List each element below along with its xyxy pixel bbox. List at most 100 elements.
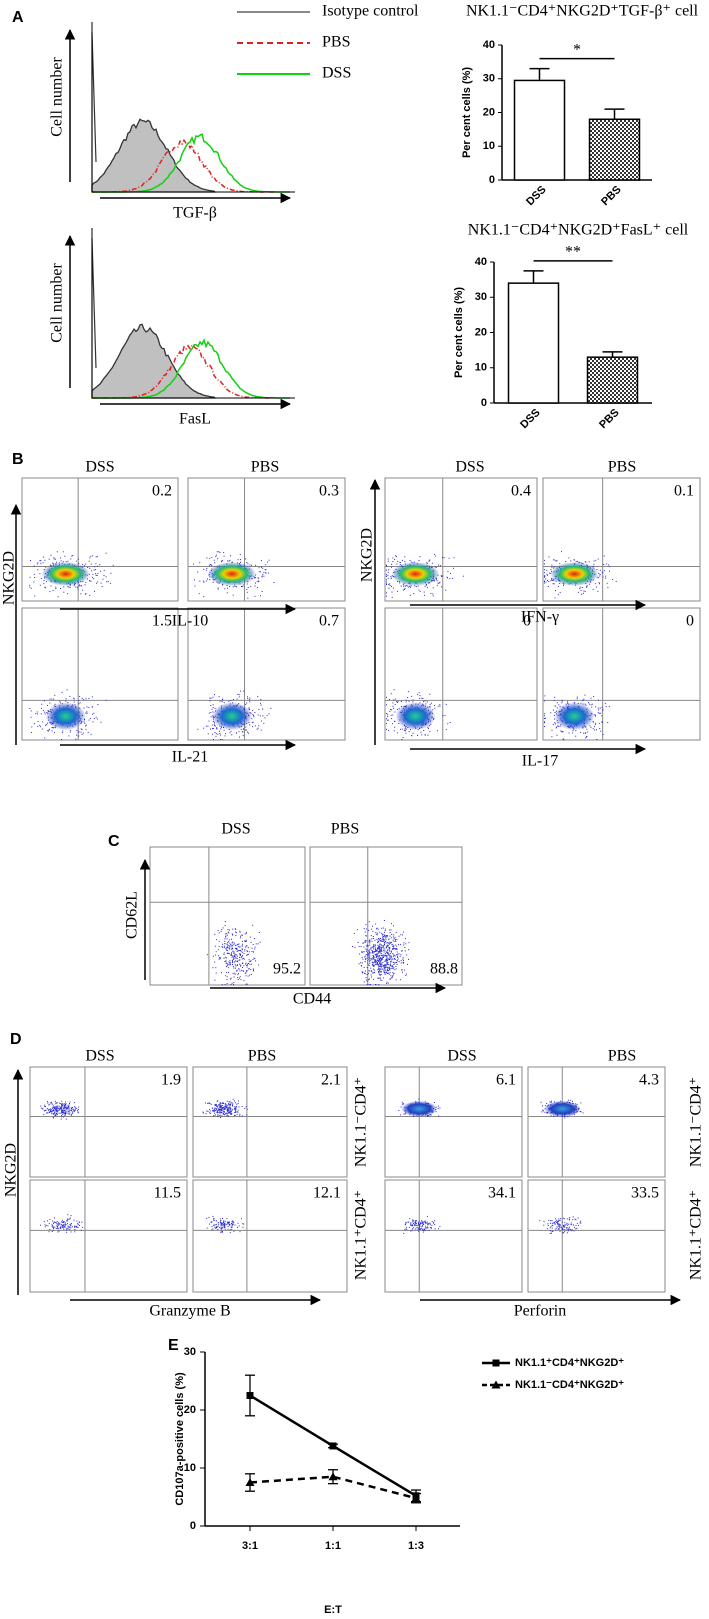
flow-event bbox=[48, 729, 50, 731]
flow-event bbox=[562, 1225, 564, 1227]
flow-event bbox=[607, 722, 609, 724]
flow-event bbox=[237, 1109, 239, 1111]
flow-event bbox=[419, 1224, 421, 1226]
bar bbox=[586, 356, 639, 404]
flow-event bbox=[233, 699, 234, 700]
flow-event bbox=[57, 1107, 59, 1109]
flow-event bbox=[55, 1112, 57, 1114]
flow-event bbox=[561, 1228, 563, 1230]
flow-event bbox=[222, 946, 223, 948]
flow-event bbox=[369, 941, 371, 943]
flow-event bbox=[231, 952, 233, 954]
flow-event bbox=[389, 953, 391, 955]
flow-event bbox=[404, 1229, 406, 1231]
flow-density bbox=[207, 561, 256, 586]
flow-event bbox=[563, 739, 565, 740]
flow-event bbox=[385, 947, 387, 949]
flow-event bbox=[380, 971, 382, 973]
flow-event bbox=[220, 1106, 222, 1107]
flow-event bbox=[81, 585, 83, 587]
flow-event bbox=[556, 707, 558, 709]
flow-event bbox=[557, 594, 559, 596]
flow-event bbox=[377, 947, 378, 949]
flow-event bbox=[559, 1230, 561, 1232]
flow-event bbox=[69, 1110, 70, 1112]
flow-event bbox=[223, 1222, 225, 1224]
flow-event bbox=[561, 551, 562, 553]
flow-event bbox=[56, 1111, 58, 1113]
flow-event bbox=[600, 712, 602, 714]
flow-event bbox=[394, 711, 396, 713]
flow-event bbox=[238, 731, 240, 733]
flow-event bbox=[429, 703, 431, 705]
flow-event bbox=[391, 965, 393, 967]
flow-event bbox=[219, 551, 221, 553]
flow-density bbox=[45, 702, 86, 731]
flow-event bbox=[253, 716, 255, 718]
flow-event bbox=[245, 1106, 247, 1108]
flow-event bbox=[56, 1222, 58, 1224]
flow-event bbox=[75, 586, 77, 588]
flow-event bbox=[381, 947, 383, 949]
flow-event bbox=[29, 586, 31, 588]
flow-event bbox=[376, 928, 377, 930]
flow-event bbox=[224, 735, 226, 737]
flow-event bbox=[579, 588, 581, 590]
flow-event bbox=[365, 935, 367, 937]
flow-event bbox=[544, 572, 545, 574]
flow-event bbox=[226, 938, 228, 940]
flow-event bbox=[387, 967, 389, 969]
flow-event bbox=[577, 1217, 579, 1219]
flow-event bbox=[385, 965, 386, 967]
flow-event bbox=[572, 1219, 574, 1221]
flow-event bbox=[402, 559, 403, 561]
quadrant-value: 11.5 bbox=[154, 1185, 181, 1202]
flow-event bbox=[68, 1106, 70, 1108]
flow-event bbox=[95, 573, 96, 575]
flow-event bbox=[462, 575, 464, 577]
flow-event bbox=[235, 732, 237, 734]
flow-event bbox=[368, 957, 370, 959]
flow-event bbox=[222, 927, 224, 929]
flow-event bbox=[71, 555, 73, 557]
flow-event bbox=[58, 1112, 60, 1114]
flow-event bbox=[223, 1224, 224, 1226]
flow-event bbox=[393, 964, 395, 965]
flow-event bbox=[76, 1225, 78, 1227]
flow-event bbox=[232, 964, 233, 965]
flow-event bbox=[365, 954, 367, 955]
flow-event bbox=[378, 946, 380, 948]
flow-event bbox=[374, 945, 376, 947]
flow-event bbox=[96, 565, 98, 567]
flow-event bbox=[221, 929, 223, 930]
flow-event bbox=[49, 702, 51, 704]
flow-event bbox=[402, 962, 404, 964]
flow-event bbox=[209, 697, 211, 699]
flow-event bbox=[374, 962, 376, 963]
flow-event bbox=[234, 928, 236, 930]
flow-event bbox=[387, 954, 389, 956]
flow-event bbox=[246, 583, 248, 585]
flow-event bbox=[110, 572, 112, 574]
flow-event bbox=[246, 702, 248, 704]
flow-event bbox=[606, 582, 608, 584]
flow-event bbox=[369, 978, 370, 980]
flow-event bbox=[229, 962, 231, 964]
flow-event bbox=[208, 712, 210, 714]
flow-event bbox=[225, 943, 227, 945]
flow-event bbox=[579, 586, 581, 588]
flow-event bbox=[240, 979, 242, 981]
flow-event bbox=[599, 574, 601, 575]
flow-event bbox=[584, 561, 586, 563]
flow-event bbox=[61, 1219, 63, 1221]
flow-event bbox=[376, 938, 378, 940]
flow-event bbox=[234, 1106, 236, 1108]
flow-event bbox=[399, 979, 401, 981]
flow-event bbox=[568, 1223, 570, 1225]
flow-event bbox=[80, 728, 82, 730]
flow-event bbox=[415, 1228, 417, 1230]
flow-event bbox=[233, 958, 235, 960]
flow-event bbox=[232, 948, 234, 950]
flow-event bbox=[443, 557, 445, 559]
flow-event bbox=[568, 557, 570, 559]
